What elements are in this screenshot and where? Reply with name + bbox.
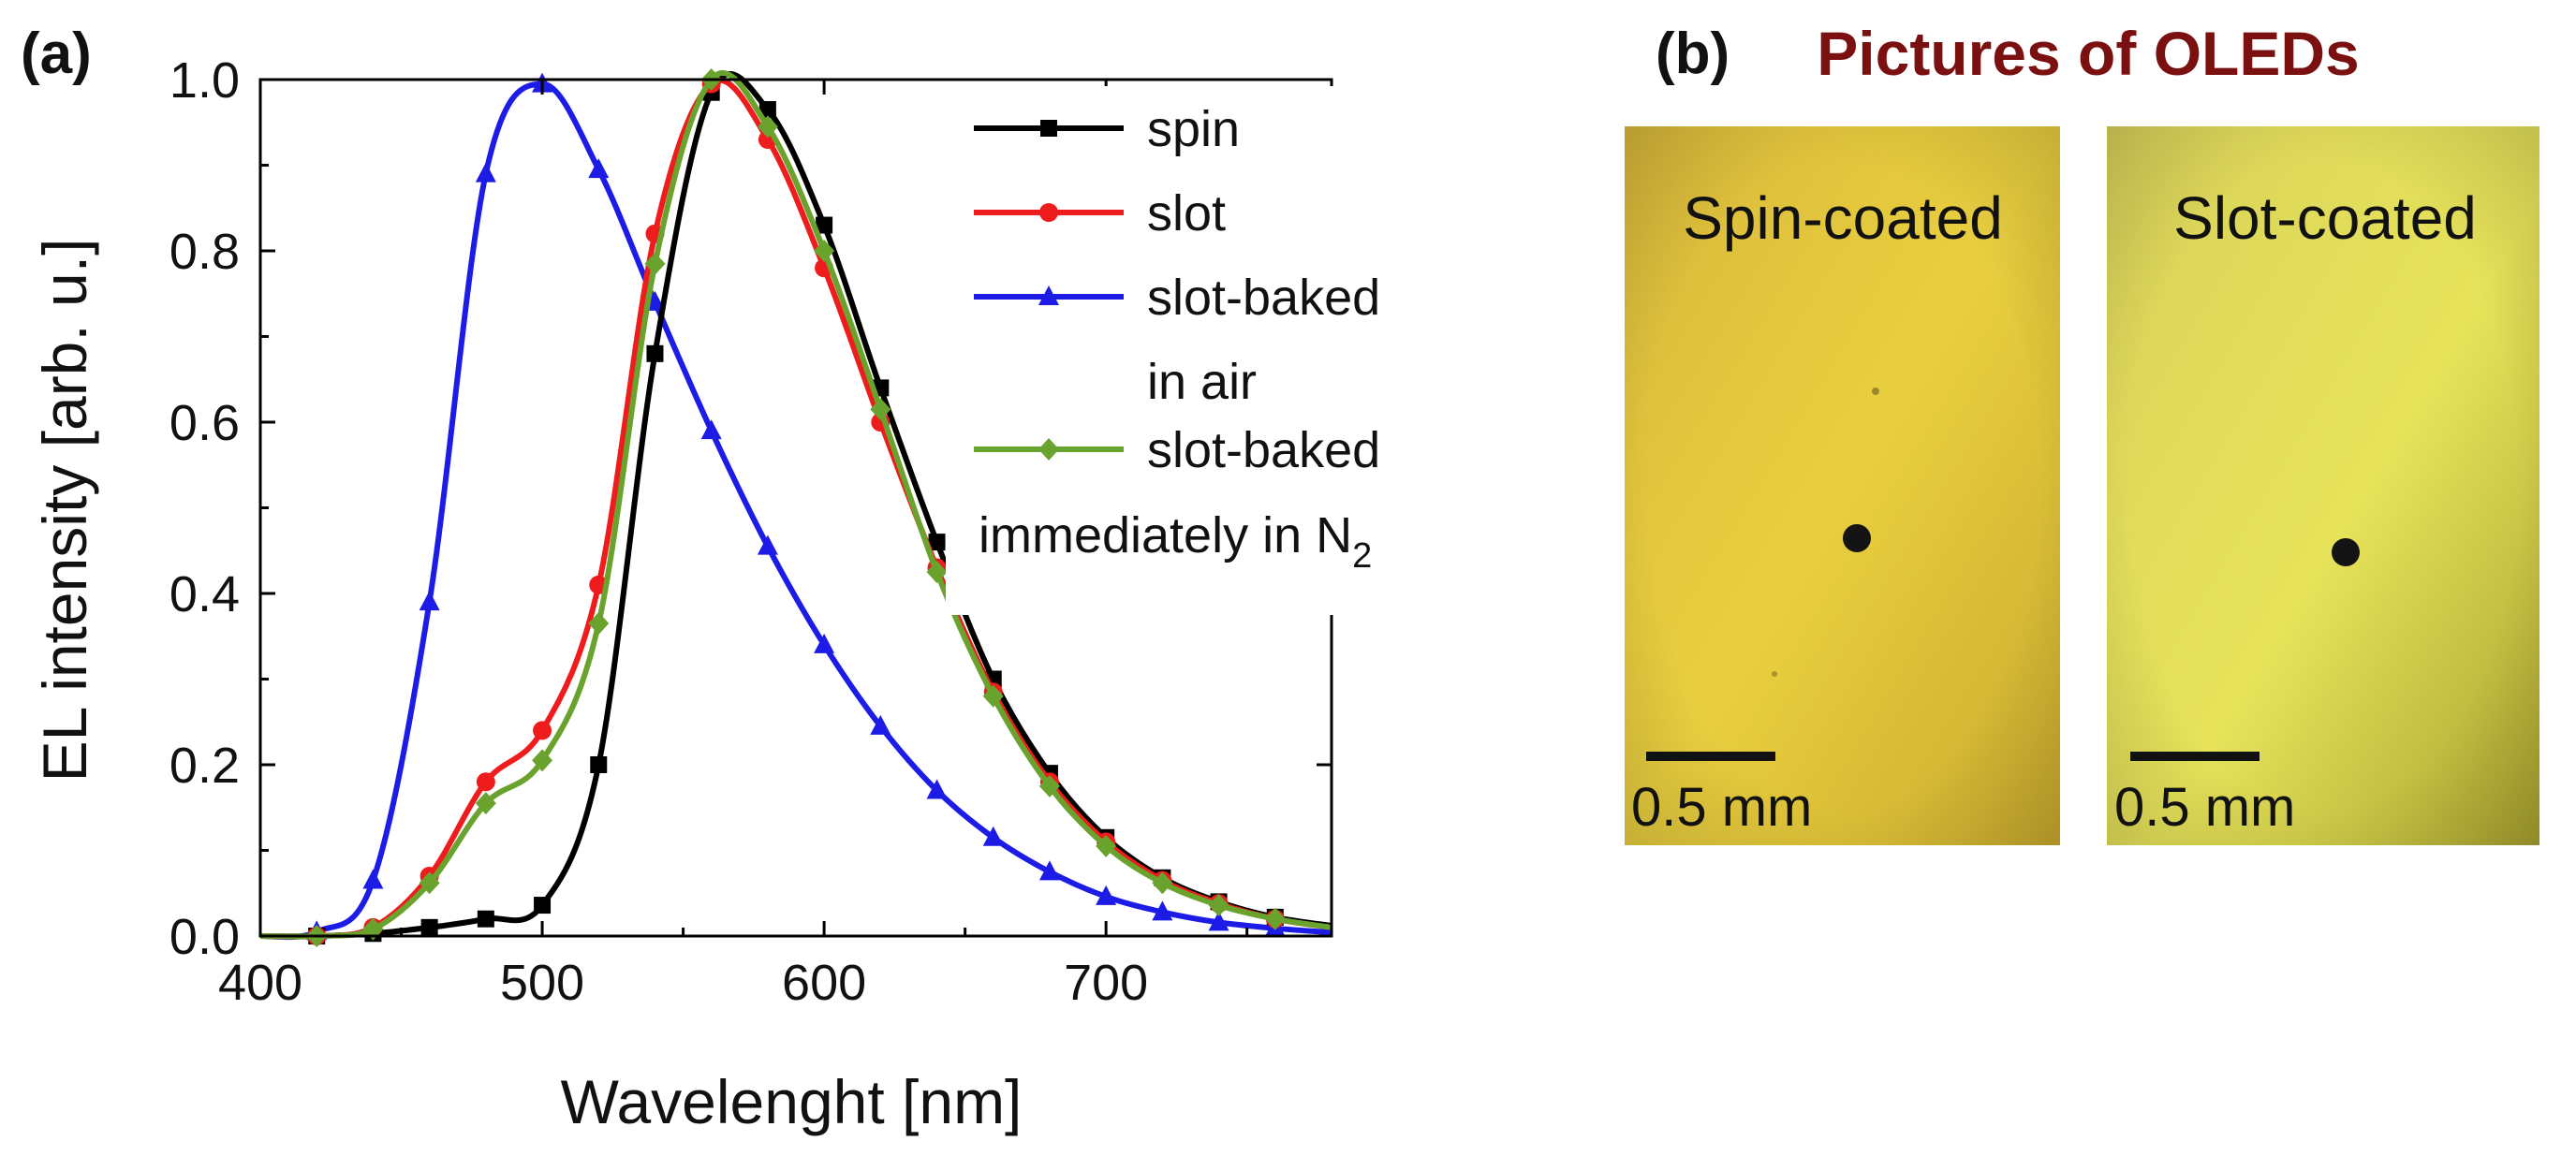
photo-spin-coated-label: Spin-coated — [1683, 184, 2003, 252]
y-tick-label: 0.0 — [169, 909, 240, 965]
data-point — [534, 897, 552, 915]
photo-spin-coated-vignette — [1625, 126, 2060, 845]
data-point — [814, 240, 835, 262]
data-point — [1152, 871, 1173, 895]
legend-swatch-marker — [1038, 285, 1059, 305]
legend: spin slot slot-baked in air slot-baked immedi… — [946, 86, 1500, 615]
legend-entry: slot — [974, 185, 1226, 241]
series-layer — [259, 68, 1332, 947]
data-point — [816, 216, 833, 234]
axes-layer: 400 500 600 700 0.0 0.2 0.4 0.6 0.8 1.0 — [169, 52, 1333, 1011]
legend-swatch-marker — [1038, 438, 1059, 461]
chart-area: 400 500 600 700 0.0 0.2 0.4 0.6 0.8 1.0 spin slot s… — [169, 52, 1500, 1011]
data-point — [757, 115, 778, 139]
panel-b-label: (b) — [1656, 22, 1730, 86]
x-tick-label: 400 — [218, 955, 302, 1011]
legend-label-subscript: 2 — [1352, 536, 1372, 576]
y-tick-label: 0.2 — [169, 738, 240, 794]
photo-spin-coated-defect-dot — [1843, 524, 1871, 552]
data-point — [1038, 860, 1060, 881]
legend-entry: spin — [974, 101, 1240, 157]
data-point — [982, 826, 1004, 846]
photo-spin-coated-speck — [1872, 388, 1879, 395]
data-point — [475, 792, 496, 815]
data-point — [646, 344, 664, 362]
photo-slot-coated-defect-dot — [2332, 538, 2360, 566]
data-point — [419, 591, 440, 611]
y-tick-label: 0.8 — [169, 224, 240, 280]
data-point — [814, 633, 835, 653]
legend-label: slot-baked immediately in N2 — [979, 422, 1380, 576]
data-point — [533, 721, 552, 740]
data-point — [870, 714, 891, 735]
photo-slot-coated-vignette — [2107, 126, 2539, 845]
data-point — [870, 398, 891, 421]
data-point — [532, 749, 553, 772]
photo-spin-coated-scale-label: 0.5 mm — [1631, 777, 1812, 838]
data-point — [1208, 894, 1229, 917]
data-point — [1038, 774, 1060, 797]
legend-label-line: slot — [1147, 185, 1226, 241]
x-tick-label: 500 — [500, 955, 584, 1011]
data-point — [758, 101, 776, 119]
x-axis-title: Wavelenght [nm] — [561, 1067, 1023, 1136]
y-tick-label: 1.0 — [169, 52, 240, 109]
legend-entry: slot-baked in air — [974, 270, 1380, 410]
data-point — [476, 772, 495, 792]
legend-label: spin — [1147, 101, 1240, 157]
data-point — [477, 910, 494, 928]
legend-label-line: slot-baked — [1147, 422, 1380, 478]
legend-entry: slot-baked immediately in N2 — [974, 422, 1380, 576]
data-point — [1208, 911, 1229, 931]
x-tick-label: 700 — [1064, 955, 1148, 1011]
data-point — [590, 756, 608, 773]
legend-label-line: spin — [1147, 101, 1240, 157]
data-point — [757, 534, 778, 555]
photo-slot-coated-scale-label: 0.5 mm — [2114, 777, 2295, 838]
y-tick-label: 0.4 — [169, 566, 240, 622]
data-point — [1152, 900, 1173, 921]
data-point — [420, 918, 438, 936]
legend-label-line: in air — [1147, 354, 1257, 410]
data-point — [419, 871, 440, 895]
x-tick-label: 600 — [782, 955, 866, 1011]
photo-spin-coated: Spin-coated 0.5 mm — [1625, 126, 2060, 845]
data-point — [926, 779, 948, 799]
legend-swatch-marker — [1039, 203, 1058, 222]
data-point — [588, 158, 610, 179]
legend-label: slot-baked in air — [1147, 270, 1380, 410]
data-point — [1264, 907, 1286, 930]
data-point — [926, 561, 948, 584]
data-point — [1096, 885, 1117, 905]
y-tick-label: 0.6 — [169, 395, 240, 451]
legend-label: slot — [1147, 185, 1226, 241]
series-slot-baked-immediately-in-n2 — [259, 68, 1332, 947]
data-point — [475, 162, 496, 183]
data-point — [982, 684, 1004, 708]
legend-label-line: immediately in N — [979, 507, 1352, 563]
data-point — [700, 419, 722, 440]
data-point — [588, 612, 610, 636]
legend-label-line: slot-baked — [1147, 270, 1380, 326]
y-axis-title: EL intensity [arb. u.] — [30, 239, 99, 783]
panel-a-label: (a) — [21, 22, 92, 86]
legend-swatch-marker — [1040, 120, 1057, 137]
photo-spin-coated-speck — [1772, 671, 1777, 677]
data-point — [928, 534, 946, 551]
legend-background — [946, 86, 1500, 615]
panel-b-title: Pictures of OLEDs — [1817, 19, 2359, 88]
data-point — [644, 252, 666, 275]
data-point — [362, 869, 384, 889]
photo-slot-coated: Slot-coated 0.5 mm — [2107, 126, 2539, 845]
photo-slot-coated-label: Slot-coated — [2173, 184, 2477, 252]
data-point — [1096, 834, 1117, 857]
